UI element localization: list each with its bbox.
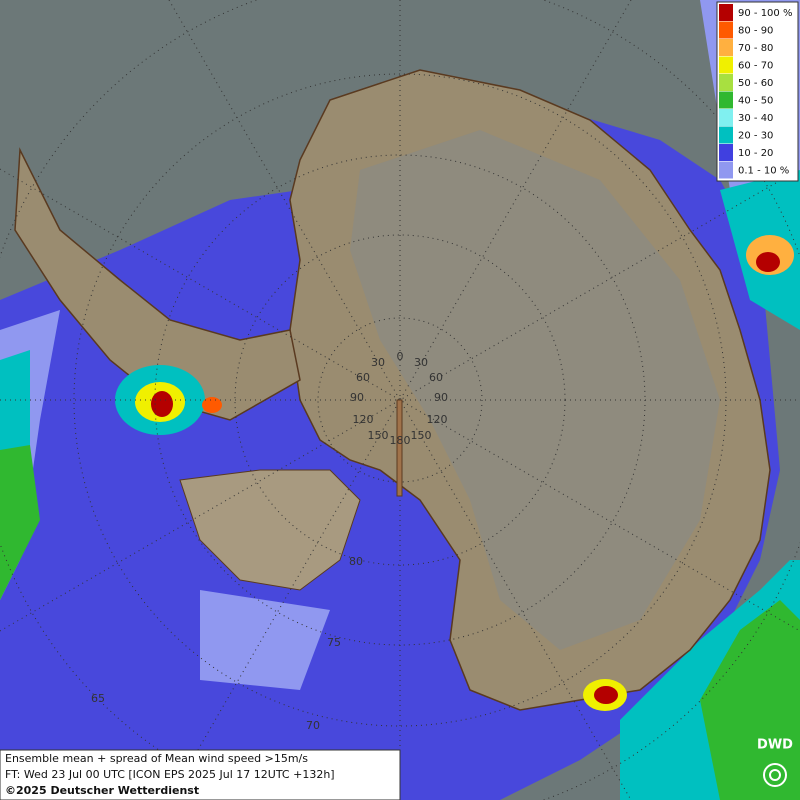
info-line: FT: Wed 23 Jul 00 UTC [ICON EPS 2025 Jul… [5, 768, 335, 781]
legend-label: 40 - 50 [738, 96, 773, 107]
legend-swatch [719, 109, 733, 126]
legend-label: 0.1 - 10 % [738, 166, 789, 177]
legend-label: 60 - 70 [738, 61, 773, 72]
legend-swatch [719, 74, 733, 91]
graticule-label: 120 [427, 413, 448, 426]
logo-icon [769, 769, 781, 781]
antarctica-interior [350, 130, 720, 650]
wind-area-high [0, 445, 800, 800]
hotspot [151, 391, 173, 417]
info-box [0, 749, 401, 800]
graticule-label: 180 [390, 434, 411, 447]
graticule-label: 80 [349, 555, 363, 568]
legend-label: 70 - 80 [738, 43, 773, 54]
hotspot [202, 397, 222, 413]
graticule-label: 150 [368, 429, 389, 442]
legend-label: 80 - 90 [738, 26, 773, 37]
legend: 90 - 100 % 80 - 90 70 - 80 60 - 70 50 - 60 40… [716, 1, 799, 182]
graticule-label: 60 [429, 371, 443, 384]
logo-text: DWD [757, 738, 793, 753]
hotspot [594, 686, 618, 704]
legend-swatch [719, 161, 733, 179]
legend-label: 20 - 30 [738, 131, 773, 142]
graticule-label: 65 [91, 692, 105, 705]
ice-shelf [179, 469, 361, 591]
legend-label: 30 - 40 [738, 113, 773, 124]
logo-icon [763, 763, 787, 787]
graticule-label: 0 [397, 350, 404, 363]
legend-swatch [719, 56, 733, 74]
info: Ensemble mean + spread of Mean wind spee… [5, 752, 335, 797]
legend-label: 90 - 100 % [738, 8, 792, 19]
graticule-label: 150 [411, 429, 432, 442]
legend-label: 50 - 60 [738, 78, 773, 89]
graticule-label: 75 [327, 636, 341, 649]
graticule-label: 90 [350, 391, 364, 404]
graticule-label: 120 [353, 413, 374, 426]
logo: DWD [757, 738, 793, 787]
legend-swatch [719, 91, 733, 109]
graticule-label: 30 [371, 356, 385, 369]
legend-swatch [719, 4, 733, 21]
graticule-label: 60 [356, 371, 370, 384]
legend-swatch [719, 126, 733, 144]
graticule-label: 30 [414, 356, 428, 369]
legend-swatch [719, 21, 733, 39]
legend-swatch [719, 39, 733, 56]
graticule-label: 70 [306, 719, 320, 732]
graticule-label: 90 [434, 391, 448, 404]
legend-swatch [719, 144, 733, 161]
hotspot [756, 252, 780, 272]
peninsula [14, 147, 301, 421]
info-line: Ensemble mean + spread of Mean wind spee… [5, 752, 308, 765]
legend-label: 10 - 20 [738, 148, 773, 159]
pole-bar [396, 399, 403, 497]
info-line: ©2025 Deutscher Wetterdienst [5, 784, 199, 797]
